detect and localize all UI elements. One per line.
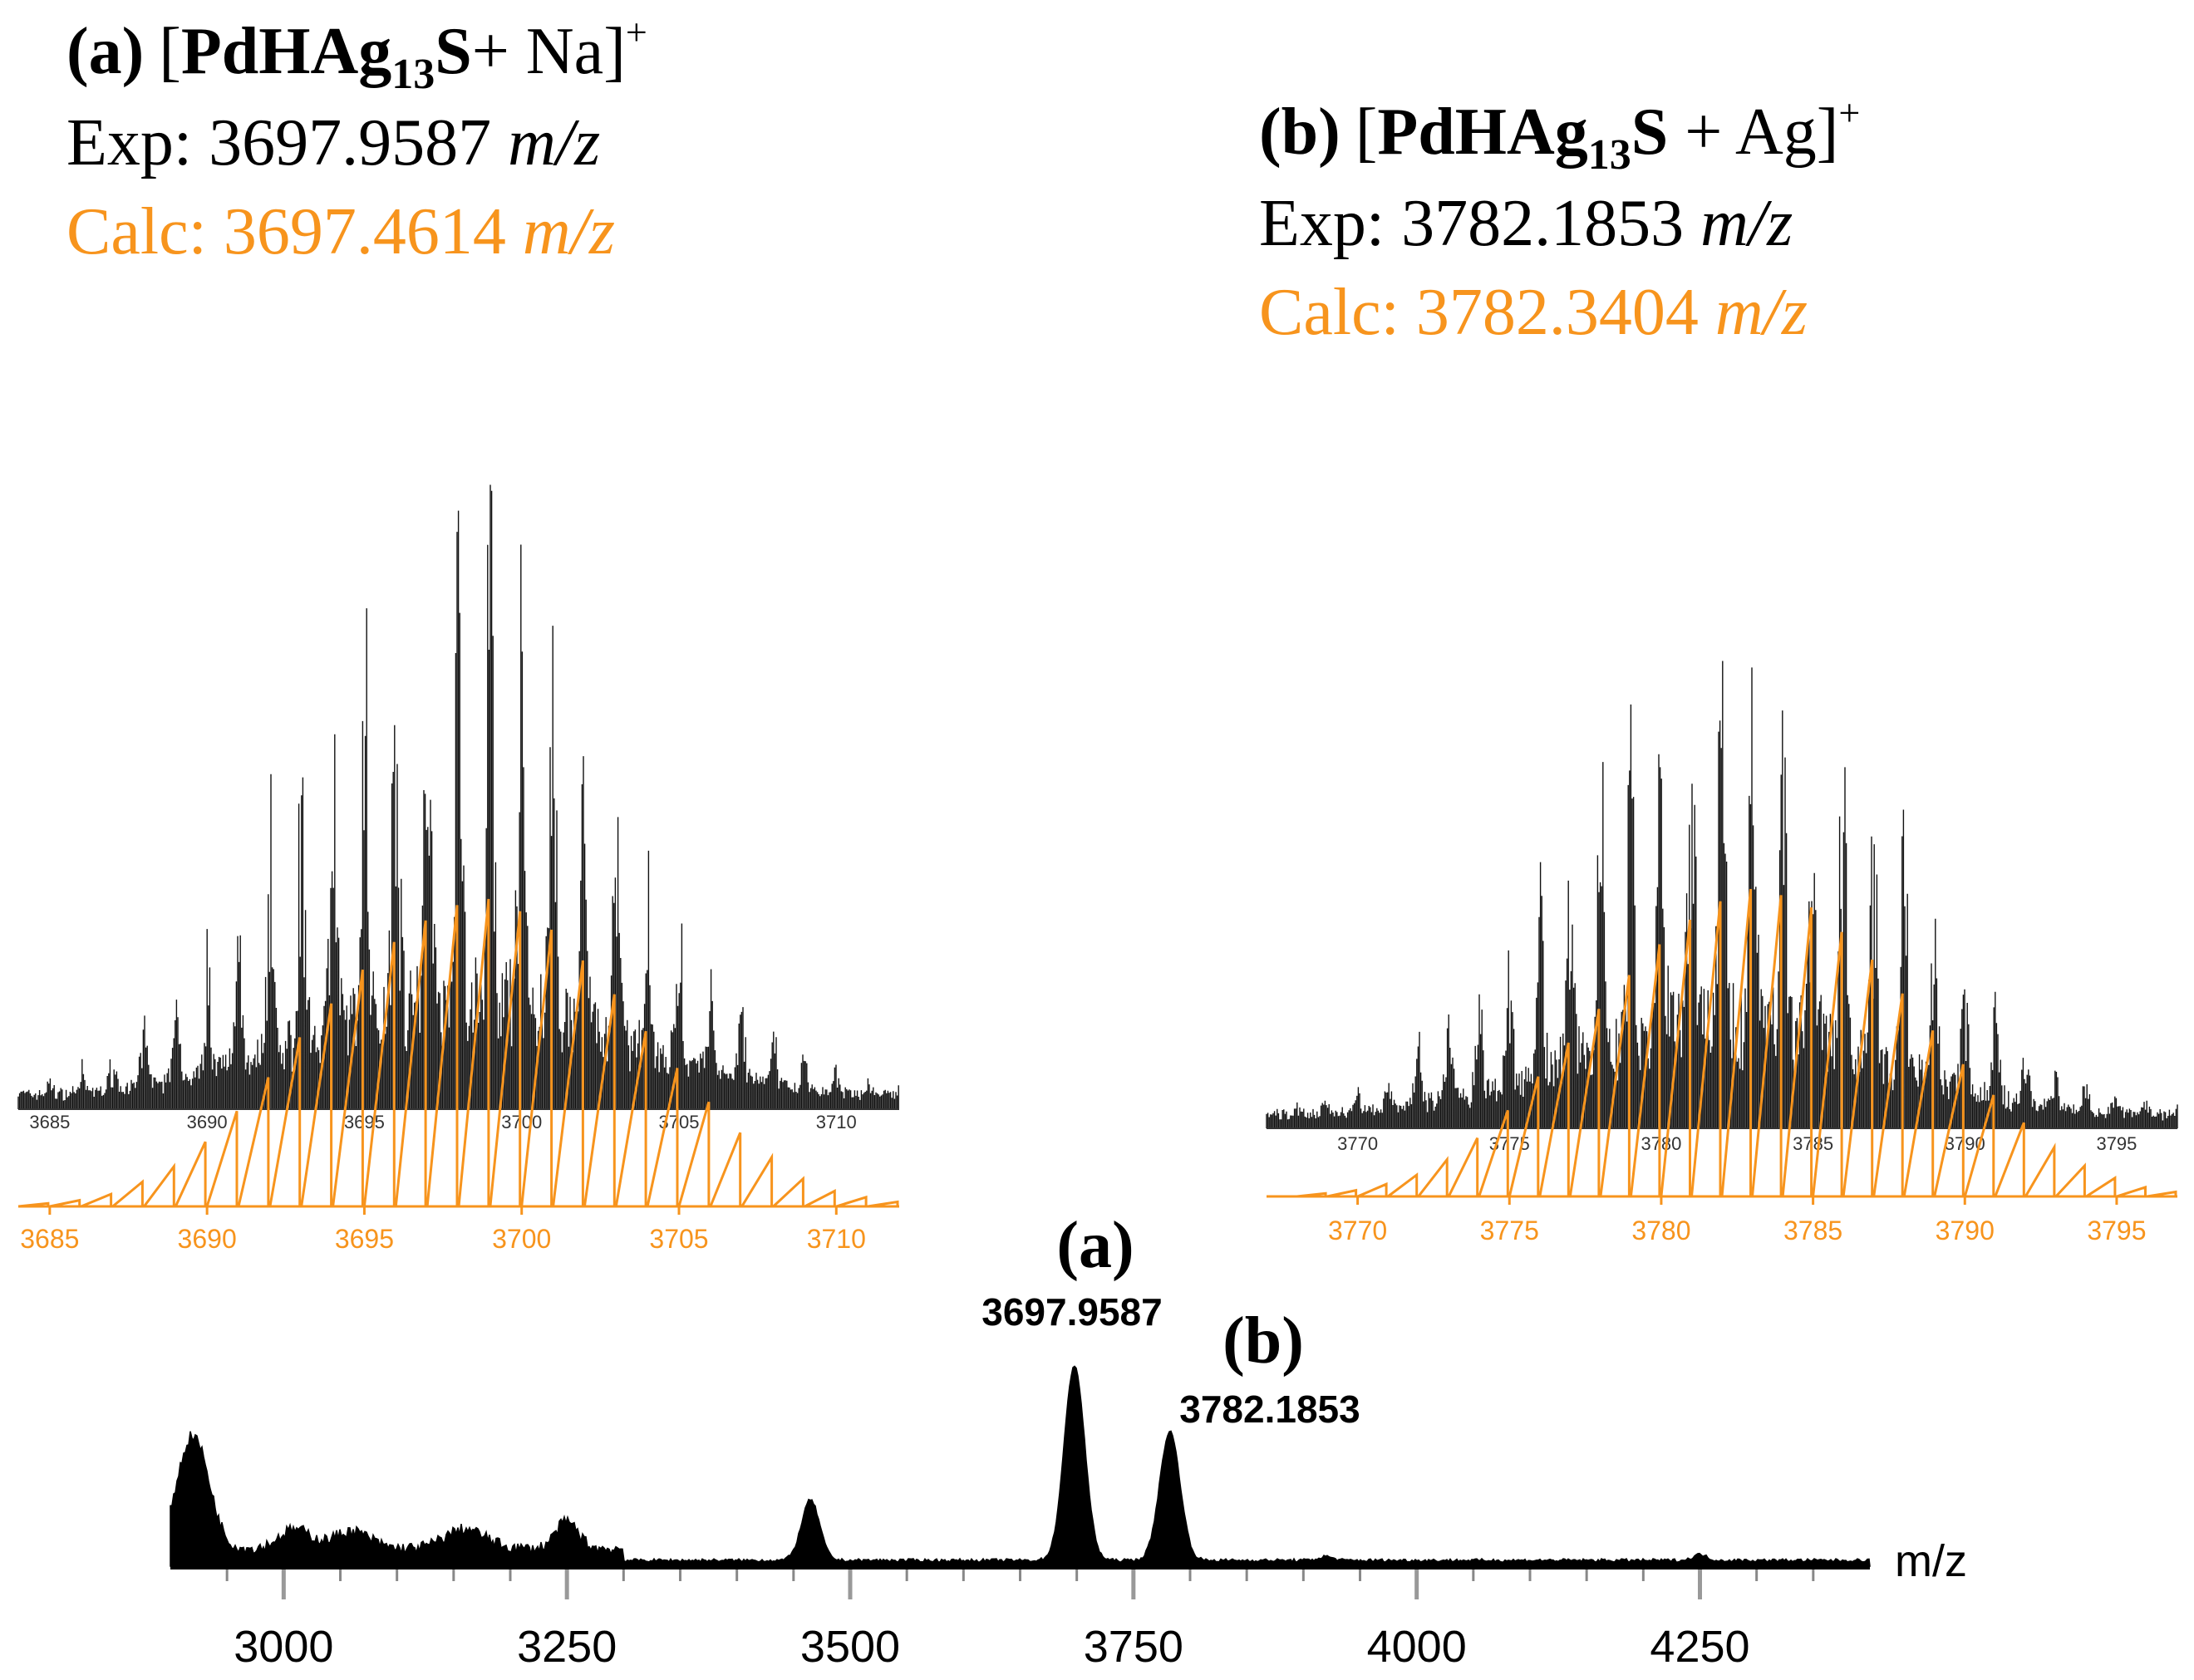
- inset-b-exp-tick-label: 3795: [2096, 1133, 2137, 1154]
- inset-b-calc-tick-label: 3795: [2087, 1216, 2146, 1245]
- panel-a-calc-value: Calc: 3697.4614 m/z: [66, 195, 615, 268]
- main-peak-b-tag: (b): [1222, 1304, 1304, 1378]
- panel-b-header: (b) [PdHAg13S + Ag]+ Exp: 3782.1853 m/z C…: [1259, 91, 1860, 349]
- inset-a-calc-tick-label: 3705: [649, 1224, 708, 1254]
- panel-a-exp-value: Exp: 3697.9587 m/z: [66, 106, 600, 179]
- main-spectrum-annotations: (a) 3697.9587 (b) 3782.1853 m/z: [981, 1209, 1967, 1586]
- panel-b-title: (b) [PdHAg13S + Ag]+: [1259, 91, 1860, 179]
- main-peak-a-value: 3697.9587: [981, 1290, 1162, 1334]
- main-tick-label: 3500: [800, 1622, 900, 1672]
- inset-a-exp-tick-label: 3700: [501, 1112, 542, 1132]
- panel-b-charge: +: [1838, 91, 1860, 134]
- inset-b-calculated-pattern: [1296, 888, 2177, 1198]
- inset-b-calc-tick-label: 3785: [1783, 1216, 1842, 1245]
- main-tick-label: 4000: [1367, 1622, 1467, 1672]
- panel-a-formula: PdHAg: [181, 15, 391, 88]
- inset-b-exp-tick-label: 3785: [1793, 1133, 1833, 1154]
- inset-b-calc-tick-label: 3790: [1936, 1216, 1995, 1245]
- inset-a-calc-tick-label: 3695: [335, 1224, 394, 1254]
- panel-b-tag: (b): [1259, 96, 1341, 169]
- main-peak-a-tag: (a): [1056, 1209, 1134, 1282]
- inset-b-calc-tick-label: 3770: [1328, 1216, 1387, 1245]
- inset-a-exp-tick-label: 3710: [816, 1112, 857, 1132]
- inset-a-calc-tick-label: 3700: [492, 1224, 551, 1254]
- inset-a-calc-tick-label: 3690: [178, 1224, 237, 1254]
- main-tick-label: 3000: [234, 1622, 333, 1672]
- inset-b-exp-tick-label: 3780: [1641, 1133, 1681, 1154]
- inset-b-exp-tick-label: 3770: [1337, 1133, 1378, 1154]
- inset-b-calc-tick-label: 3775: [1480, 1216, 1539, 1245]
- inset-a-experimental-spectrum: [17, 484, 899, 1109]
- panel-b-formula: PdHAg: [1377, 96, 1587, 169]
- panel-a-title: (a) [PdHAg13S+ Na]+: [66, 11, 647, 98]
- main-axis-label: m/z: [1895, 1536, 1967, 1586]
- main-tick-label: 3750: [1084, 1622, 1183, 1672]
- panel-a-tag: (a): [66, 15, 144, 88]
- inset-a-exp-tick-label: 3695: [344, 1112, 385, 1132]
- main-tick-label: 4250: [1650, 1622, 1749, 1672]
- inset-a-calc-tick-label: 3685: [20, 1224, 79, 1254]
- panel-b-adduct: + Ag: [1668, 96, 1816, 169]
- panel-a-header: (a) [PdHAg13S+ Na]+ Exp: 3697.9587 m/z Ca…: [66, 11, 647, 268]
- panel-b-exp-value: Exp: 3782.1853 m/z: [1259, 187, 1793, 260]
- inset-b-calc-tick-label: 3780: [1631, 1216, 1690, 1245]
- main-spectrum-trace: [170, 1365, 1871, 1567]
- panel-a-charge: +: [626, 11, 647, 53]
- inset-a-calc-tick-label: 3710: [807, 1224, 866, 1254]
- inset-a-exp-tick-label: 3685: [29, 1112, 70, 1132]
- panel-b-calc-value: Calc: 3782.3404 m/z: [1259, 276, 1808, 349]
- main-spectrum-plot: 3000 3250 3500 3750 4000 4250: [170, 1365, 1871, 1672]
- inset-b-experimental-spectrum: [1266, 661, 2178, 1128]
- panel-a-adduct: + Na: [472, 15, 603, 88]
- main-tick-label: 3250: [517, 1622, 617, 1672]
- inset-a-isotope-pattern: 3685 3690 3695 3700 3705 3710 3685 3690 3695 3700…: [17, 484, 899, 1254]
- main-peak-b-value: 3782.1853: [1179, 1388, 1360, 1431]
- inset-a-exp-tick-label: 3690: [187, 1112, 228, 1132]
- inset-a-calculated-pattern: [17, 898, 899, 1208]
